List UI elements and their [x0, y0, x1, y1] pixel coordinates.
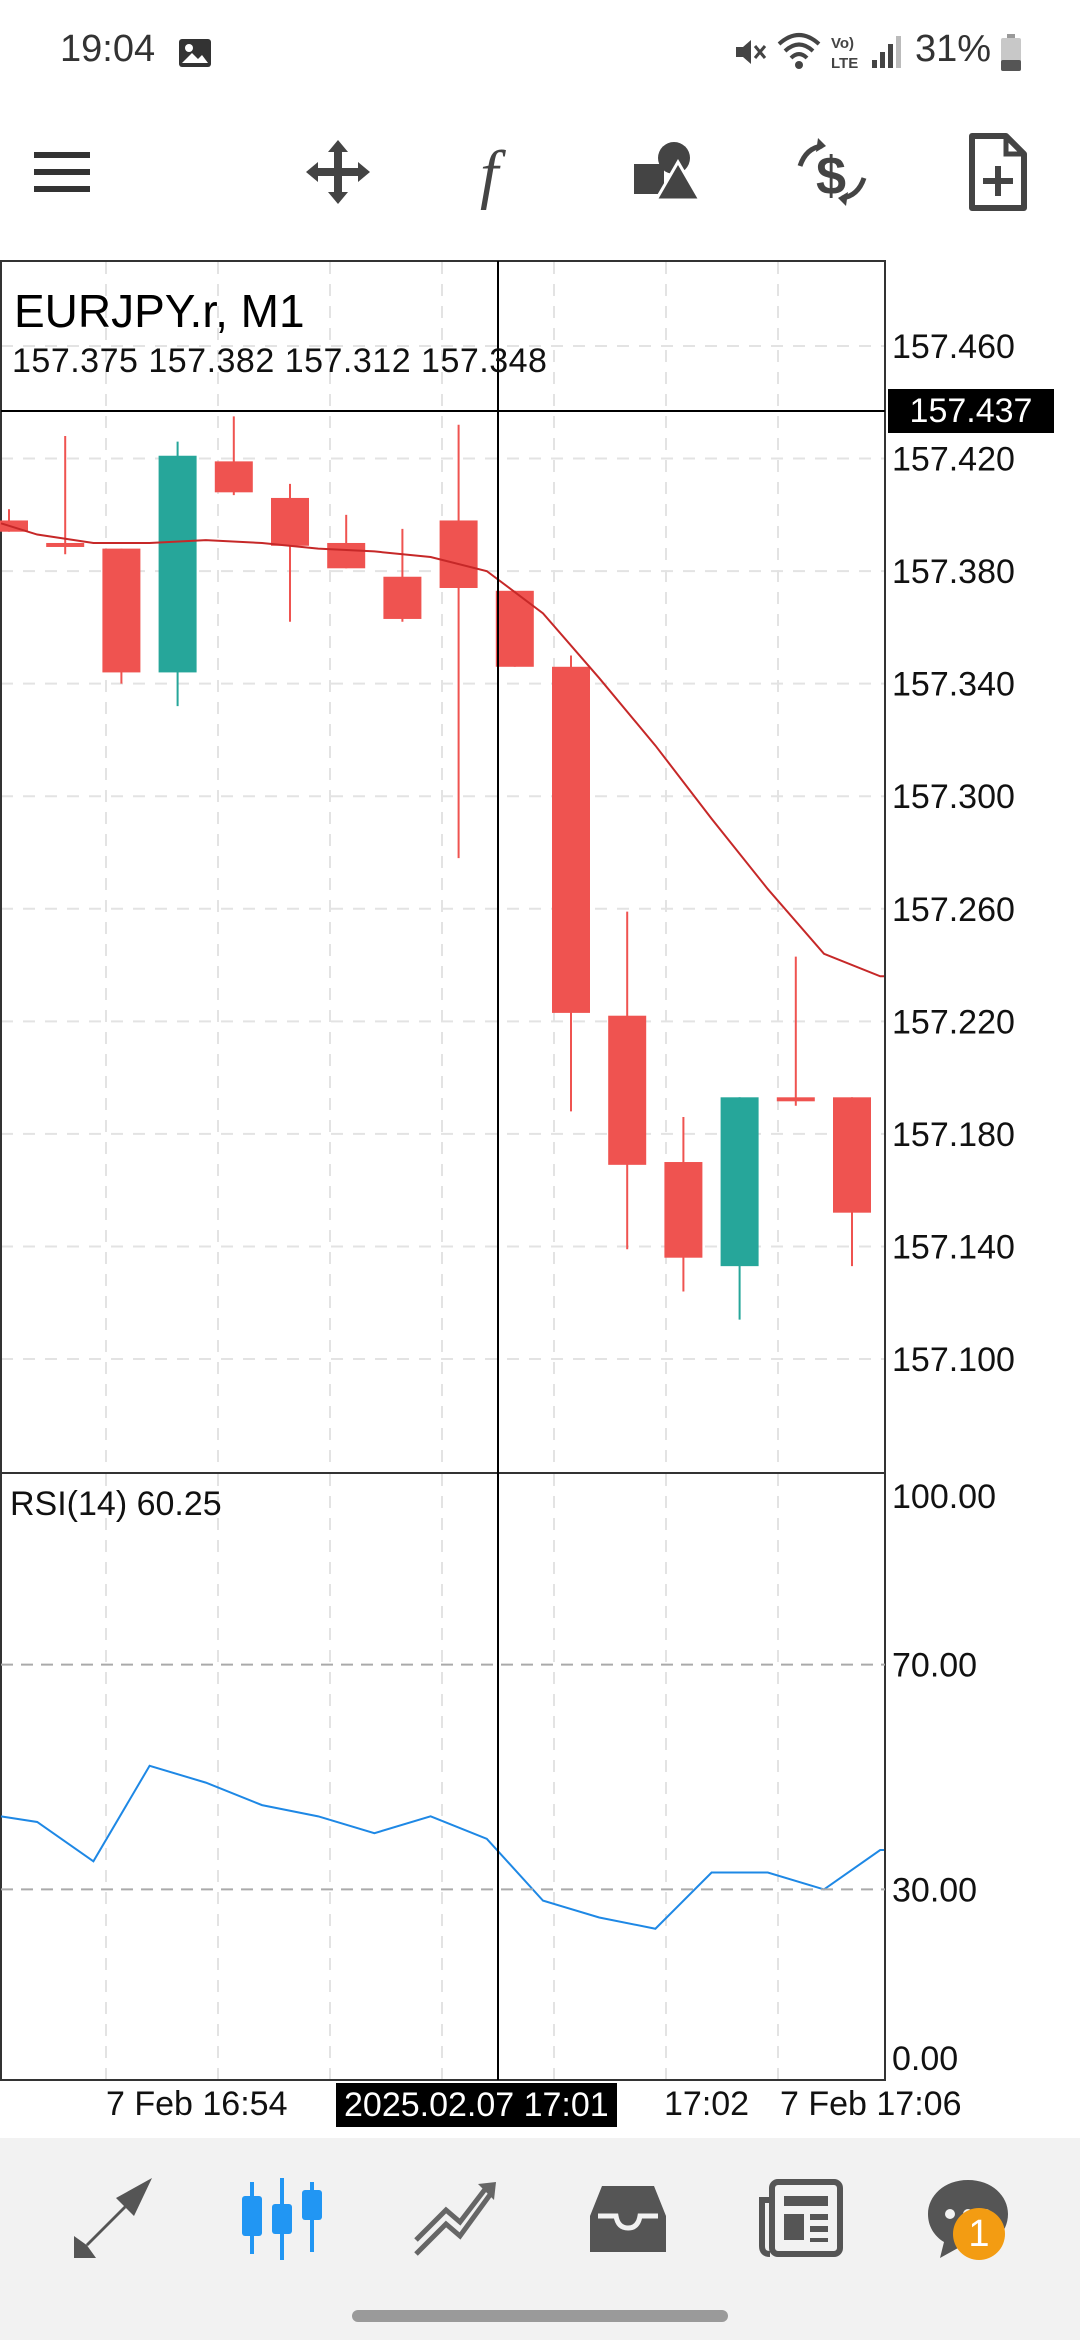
ohlc-values: 157.375 157.382 157.312 157.348 — [12, 342, 548, 380]
price-tick-label: 157.300 — [892, 778, 1015, 816]
chart-candles-icon[interactable] — [234, 2170, 330, 2266]
crosshair-time-label: 2025.02.07 17:01 — [336, 2083, 617, 2127]
rsi-line — [0, 1764, 884, 1930]
chat-notification-badge: 1 — [953, 2208, 1005, 2260]
wifi-icon — [777, 33, 821, 69]
svg-text:Vo): Vo) — [831, 35, 854, 52]
symbol-title: EURJPY.r, M1 — [14, 285, 305, 337]
rsi-tick-label: 0.00 — [892, 2040, 958, 2078]
price-tick-label: 157.220 — [892, 1003, 1015, 1041]
image-icon — [179, 39, 211, 67]
price-tick-label: 157.100 — [892, 1341, 1015, 1379]
volte-icon: Vo) LTE — [831, 35, 858, 72]
price-tick-label: 157.420 — [892, 441, 1015, 479]
current-price-label: 157.437 — [888, 389, 1054, 433]
candle — [271, 483, 309, 622]
candle — [102, 548, 141, 684]
time-label: 17:02 — [664, 2085, 750, 2123]
status-bar: 19:04 Vo) LTE 31% — [0, 0, 1080, 100]
battery-icon — [1001, 34, 1021, 71]
candle — [833, 1097, 871, 1267]
chart-frame — [0, 260, 886, 2081]
rsi-tick-label: 70.00 — [892, 1647, 977, 1685]
candle — [776, 956, 815, 1106]
price-tick-label: 157.460 — [892, 328, 1015, 366]
mute-icon — [736, 40, 767, 64]
add-page-icon[interactable] — [958, 132, 1038, 212]
signal-icon — [872, 36, 901, 68]
rsi-tick-label: 30.00 — [892, 1871, 977, 1909]
rsi-indicator-label: RSI(14) 60.25 — [10, 1485, 222, 1523]
trade-line-icon[interactable] — [406, 2170, 502, 2266]
candle — [552, 655, 590, 1112]
price-tick-label: 157.140 — [892, 1228, 1015, 1266]
news-icon[interactable] — [754, 2170, 850, 2266]
candle — [0, 509, 28, 532]
time-label: 7 Feb 16:54 — [106, 2085, 288, 2123]
bottom-navigation — [0, 2138, 1080, 2340]
price-chart[interactable]: 157.460 157.420 157.380 157.340 157.300 157.2… — [0, 258, 1080, 2098]
price-axis: 157.460 157.420 157.380 157.340 157.300 157.2… — [892, 328, 1015, 1379]
move-crosshair-icon[interactable] — [298, 132, 378, 212]
price-tick-label: 157.260 — [892, 891, 1015, 929]
indicator-function-icon[interactable]: f — [462, 132, 542, 212]
rsi-tick-label: 100.00 — [892, 1478, 996, 1516]
candle — [664, 1117, 703, 1292]
candle — [158, 441, 197, 707]
chart-toolbar: f $ — [0, 110, 1080, 230]
candle — [439, 424, 478, 859]
home-indicator — [352, 2310, 728, 2322]
candle — [495, 590, 534, 667]
history-inbox-icon[interactable] — [580, 2170, 676, 2266]
candle — [327, 514, 366, 569]
objects-shapes-icon[interactable] — [628, 132, 708, 212]
crosshair — [1, 261, 885, 2080]
price-tick-label: 157.380 — [892, 553, 1015, 591]
candle — [383, 528, 422, 622]
rsi-axis: 100.00 70.00 30.00 0.00 — [1, 1478, 996, 2078]
time-label: 7 Feb 17:06 — [780, 2085, 962, 2123]
moving-average-line — [0, 522, 884, 978]
svg-text:f: f — [480, 138, 506, 211]
price-tick-label: 157.340 — [892, 666, 1015, 704]
candles — [0, 416, 871, 1320]
price-tick-label: 157.180 — [892, 1116, 1015, 1154]
svg-text:LTE: LTE — [831, 55, 858, 72]
candle — [720, 1097, 759, 1320]
candle — [46, 436, 85, 555]
candle — [214, 416, 253, 496]
quotes-arrows-icon[interactable] — [66, 2170, 162, 2266]
svg-text:$: $ — [816, 146, 846, 206]
battery-percent: 31% — [915, 28, 992, 70]
candle — [608, 911, 647, 1250]
status-time: 19:04 — [60, 28, 156, 70]
menu-icon[interactable] — [24, 132, 104, 212]
trade-dollar-icon[interactable]: $ — [792, 132, 872, 212]
